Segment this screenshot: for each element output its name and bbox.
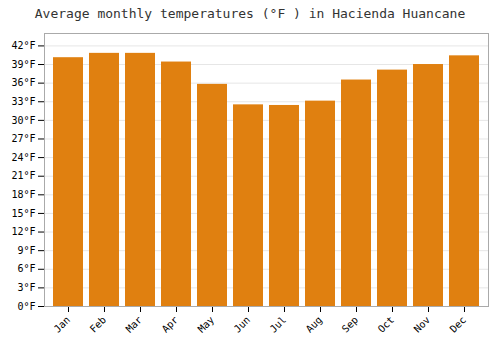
html-text:Average monthly temperatures (: Average monthly temperatures (°F ) in Ha… bbox=[34, 6, 466, 21]
svg-text:Jan: Jan bbox=[52, 314, 73, 335]
svg-text:24°F: 24°F bbox=[11, 152, 35, 163]
svg-text:3°F: 3°F bbox=[17, 282, 35, 293]
svg-text:15°F: 15°F bbox=[11, 208, 35, 219]
svg-text:Mar: Mar bbox=[124, 314, 145, 335]
svg-text:39°F: 39°F bbox=[11, 59, 35, 70]
svg-text:Jun: Jun bbox=[232, 314, 253, 335]
svg-text:33°F: 33°F bbox=[11, 96, 35, 107]
svg-text:Dec: Dec bbox=[448, 314, 469, 335]
svg-text:Sep: Sep bbox=[340, 314, 361, 335]
svg-text:42°F: 42°F bbox=[11, 40, 35, 51]
svg-text:30°F: 30°F bbox=[11, 115, 35, 126]
svg-text:21°F: 21°F bbox=[11, 170, 35, 181]
svg-text:Aug: Aug bbox=[304, 314, 325, 335]
svg-text:Feb: Feb bbox=[88, 314, 109, 335]
svg-text:9°F: 9°F bbox=[17, 245, 35, 256]
svg-text:18°F: 18°F bbox=[11, 189, 35, 200]
svg-text:Apr: Apr bbox=[160, 314, 181, 335]
svg-text:May: May bbox=[196, 314, 217, 335]
svg-text:Oct: Oct bbox=[376, 314, 397, 335]
svg-text:0°F: 0°F bbox=[17, 301, 35, 312]
svg-text:Jul: Jul bbox=[268, 314, 289, 335]
svg-text:36°F: 36°F bbox=[11, 77, 35, 88]
svg-text:Nov: Nov bbox=[412, 314, 433, 335]
svg-text:12°F: 12°F bbox=[11, 226, 35, 237]
svg-text:6°F: 6°F bbox=[17, 263, 35, 274]
svg-text:27°F: 27°F bbox=[11, 133, 35, 144]
